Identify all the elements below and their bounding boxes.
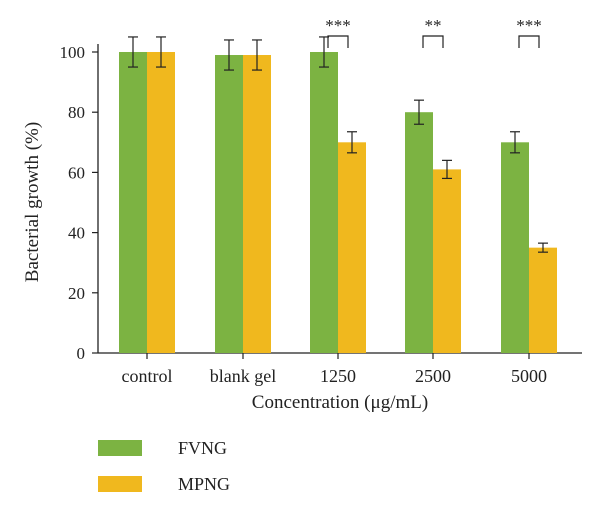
bar-fvng [119, 52, 147, 353]
legend-label-mpng: MPNG [178, 474, 230, 494]
bar-mpng [338, 142, 366, 353]
significance-label: *** [325, 16, 351, 35]
chart-axes: 0 20 40 60 80 100 control blank gel 1250 2500 5000 [60, 43, 582, 386]
significance-bracket [518, 35, 540, 48]
chart-legend: FVNG MPNG [98, 438, 230, 494]
x-tick-label: blank gel [210, 366, 276, 386]
legend-swatch-mpng [98, 476, 142, 492]
bar-fvng [501, 142, 529, 353]
y-tick-label: 60 [68, 163, 85, 182]
significance-bracket [327, 35, 349, 48]
x-axis-title: Concentration (μg/mL) [252, 392, 428, 413]
legend-label-fvng: FVNG [178, 438, 227, 458]
y-tick-label: 40 [68, 224, 85, 243]
y-tick-label: 20 [68, 284, 85, 303]
bar-fvng [405, 112, 433, 353]
y-tick-label: 80 [68, 103, 85, 122]
significance-label: *** [516, 16, 542, 35]
x-tick-label: 5000 [511, 366, 547, 386]
chart-bars [119, 36, 557, 353]
bar-mpng [529, 247, 557, 353]
y-tick-label: 100 [60, 43, 86, 62]
chart-labels: *** ** ***Concentration (μg/mL)Bacterial g… [22, 16, 542, 413]
x-tick-label: 1250 [320, 366, 356, 386]
bar-fvng [310, 52, 338, 353]
bar-mpng [243, 55, 271, 353]
significance-bracket [422, 35, 444, 48]
bar-mpng [433, 169, 461, 353]
legend-swatch-fvng [98, 440, 142, 456]
bar-mpng [147, 52, 175, 353]
x-tick-label: 2500 [415, 366, 451, 386]
y-tick-label: 0 [77, 344, 86, 363]
bar-fvng [215, 55, 243, 353]
significance-label: ** [425, 16, 442, 35]
x-tick-label: control [122, 366, 173, 386]
y-axis-title: Bacterial growth (%) [22, 122, 43, 282]
